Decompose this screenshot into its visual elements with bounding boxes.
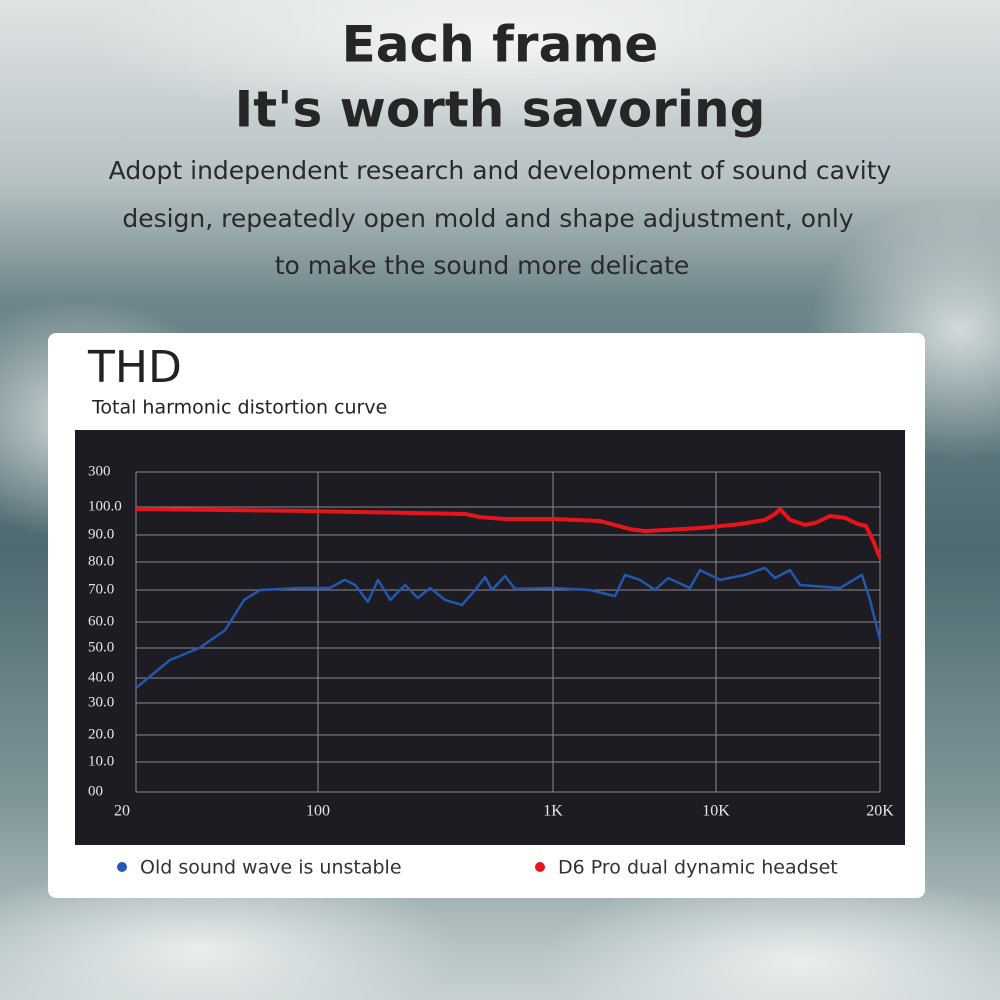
legend-label: D6 Pro dual dynamic headset bbox=[558, 857, 838, 879]
x-tick-label: 20 bbox=[114, 803, 130, 820]
data-line bbox=[135, 566, 882, 689]
x-tick-label: 1K bbox=[543, 803, 563, 820]
y-tick-label: 10.0 bbox=[88, 753, 114, 769]
plot-background bbox=[75, 430, 905, 845]
x-tick-label: 20K bbox=[866, 803, 894, 820]
y-tick-label: 00 bbox=[88, 783, 103, 799]
y-tick-label: 50.0 bbox=[88, 639, 114, 655]
x-tick-label: 100 bbox=[306, 803, 330, 820]
y-tick-label: 20.0 bbox=[88, 726, 114, 742]
legend: Old sound wave is unstable D6 Pro dual dy… bbox=[117, 857, 838, 879]
data-line bbox=[135, 507, 882, 559]
plot: 300 100.0 90.0 80.0 70.0 60.0 50.0 40.0 30.0 20.0… bbox=[88, 463, 894, 819]
y-tick-label: 90.0 bbox=[88, 526, 114, 542]
foam bbox=[80, 0, 920, 130]
y-tick-label: 70.0 bbox=[88, 581, 114, 597]
legend-marker bbox=[117, 862, 127, 872]
headline: It's worth savoring bbox=[235, 81, 766, 139]
foam bbox=[540, 870, 1000, 1000]
y-tick-label: 80.0 bbox=[88, 553, 114, 569]
y-tick-label: 60.0 bbox=[88, 613, 114, 629]
body-text: to make the sound more delicate bbox=[275, 251, 690, 280]
headline: Each frame bbox=[342, 16, 659, 74]
chart-subtitle: Total harmonic distortion curve bbox=[91, 397, 387, 419]
legend-marker bbox=[535, 862, 545, 872]
chart-title: THD bbox=[87, 342, 182, 393]
y-tick-label: 100.0 bbox=[88, 498, 122, 514]
y-tick-label: 40.0 bbox=[88, 669, 114, 685]
x-tick-label: 10K bbox=[702, 803, 730, 820]
body-text: Adopt independent research and developme… bbox=[109, 156, 892, 185]
y-tick-label: 30.0 bbox=[88, 694, 114, 710]
body-text: design, repeatedly open mold and shape a… bbox=[122, 204, 854, 233]
legend-label: Old sound wave is unstable bbox=[140, 857, 402, 879]
y-tick-label: 300 bbox=[88, 463, 111, 479]
